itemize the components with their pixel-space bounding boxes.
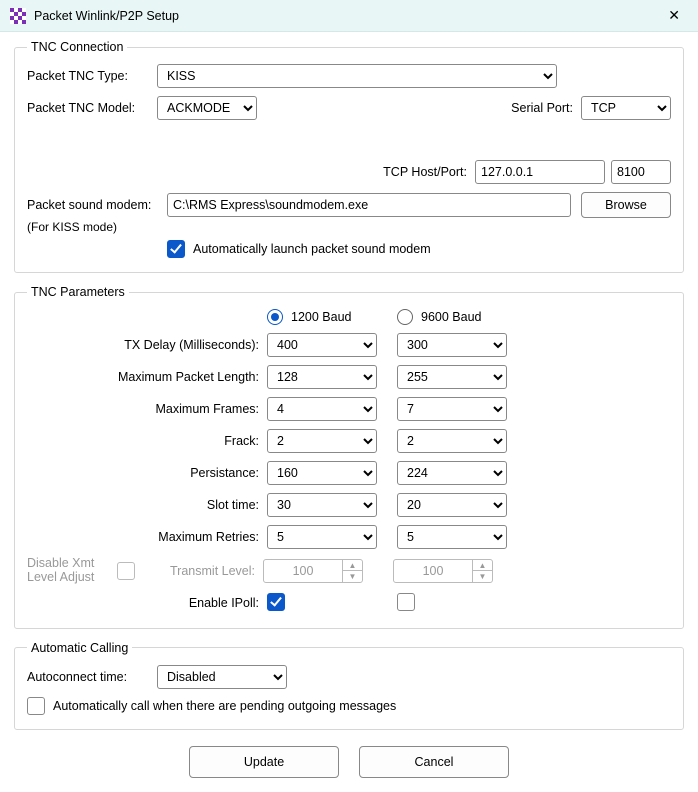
sound-modem-label: Packet sound modem:: [27, 198, 167, 212]
persistance-label: Persistance:: [27, 466, 267, 480]
param-grid: TX Delay (Milliseconds): 400 300 Maximum…: [27, 333, 671, 549]
sound-modem-path-input[interactable]: [167, 193, 571, 217]
auto-launch-checkbox[interactable]: [167, 240, 185, 258]
tx-delay-1200[interactable]: 400: [267, 333, 377, 357]
transmit-level-9600[interactable]: ▲▼: [393, 559, 493, 583]
baud-1200-label: 1200 Baud: [291, 310, 351, 324]
app-icon: [10, 8, 26, 24]
tx-delay-9600[interactable]: 300: [397, 333, 507, 357]
transmit-level-label: Transmit Level:: [135, 564, 263, 578]
frack-label: Frack:: [27, 434, 267, 448]
frack-1200[interactable]: 2: [267, 429, 377, 453]
slot-time-1200[interactable]: 30: [267, 493, 377, 517]
disable-xmt-checkbox[interactable]: [117, 562, 135, 580]
autoconnect-time-label: Autoconnect time:: [27, 670, 157, 684]
max-packet-1200[interactable]: 128: [267, 365, 377, 389]
spin-down-icon[interactable]: ▼: [343, 571, 362, 582]
autoconnect-time-select[interactable]: Disabled: [157, 665, 287, 689]
baud-9600-radio[interactable]: [397, 309, 413, 325]
max-frames-9600[interactable]: 7: [397, 397, 507, 421]
enable-ipoll-label: Enable IPoll:: [27, 596, 267, 610]
baud-9600-label: 9600 Baud: [421, 310, 481, 324]
persistance-9600[interactable]: 224: [397, 461, 507, 485]
automatic-calling-legend: Automatic Calling: [27, 641, 132, 655]
slot-time-9600[interactable]: 20: [397, 493, 507, 517]
update-button[interactable]: Update: [189, 746, 339, 778]
sound-modem-note: (For KISS mode): [27, 220, 167, 234]
max-retries-9600[interactable]: 5: [397, 525, 507, 549]
browse-button[interactable]: Browse: [581, 192, 671, 218]
auto-launch-label: Automatically launch packet sound modem: [193, 242, 431, 256]
max-packet-9600[interactable]: 255: [397, 365, 507, 389]
titlebar: Packet Winlink/P2P Setup ✕: [0, 0, 698, 32]
enable-ipoll-9600-checkbox[interactable]: [397, 593, 415, 611]
automatic-calling-group: Automatic Calling Autoconnect time: Disa…: [14, 641, 684, 730]
spin-down-icon[interactable]: ▼: [473, 571, 492, 582]
baud-1200-radio[interactable]: [267, 309, 283, 325]
max-frames-label: Maximum Frames:: [27, 402, 267, 416]
disable-xmt-label-1: Disable Xmt: [27, 557, 117, 571]
serial-port-label: Serial Port:: [511, 101, 573, 115]
persistance-1200[interactable]: 160: [267, 461, 377, 485]
tnc-model-select[interactable]: ACKMODE: [157, 96, 257, 120]
window-title: Packet Winlink/P2P Setup: [34, 9, 660, 23]
max-packet-label: Maximum Packet Length:: [27, 370, 267, 384]
enable-ipoll-1200-checkbox[interactable]: [267, 593, 285, 611]
disable-xmt-label-2: Level Adjust: [27, 571, 117, 585]
spin-up-icon[interactable]: ▲: [473, 560, 492, 572]
tnc-connection-legend: TNC Connection: [27, 40, 127, 54]
tnc-parameters-legend: TNC Parameters: [27, 285, 129, 299]
serial-port-select[interactable]: TCP: [581, 96, 671, 120]
tnc-model-label: Packet TNC Model:: [27, 101, 157, 115]
cancel-button[interactable]: Cancel: [359, 746, 509, 778]
spin-up-icon[interactable]: ▲: [343, 560, 362, 572]
max-frames-1200[interactable]: 4: [267, 397, 377, 421]
tcp-host-input[interactable]: [475, 160, 605, 184]
pending-call-checkbox[interactable]: [27, 697, 45, 715]
tnc-type-label: Packet TNC Type:: [27, 69, 157, 83]
pending-call-label: Automatically call when there are pendin…: [53, 699, 396, 713]
window-body: TNC Connection Packet TNC Type: KISS Pac…: [0, 32, 698, 792]
tx-delay-label: TX Delay (Milliseconds):: [27, 338, 267, 352]
max-retries-label: Maximum Retries:: [27, 530, 267, 544]
close-icon[interactable]: ✕: [660, 3, 688, 28]
tcp-port-input[interactable]: [611, 160, 671, 184]
max-retries-1200[interactable]: 5: [267, 525, 377, 549]
tnc-parameters-group: TNC Parameters 1200 Baud 9600 Baud TX De…: [14, 285, 684, 629]
tnc-type-select[interactable]: KISS: [157, 64, 557, 88]
slot-time-label: Slot time:: [27, 498, 267, 512]
tnc-connection-group: TNC Connection Packet TNC Type: KISS Pac…: [14, 40, 684, 273]
dialog-buttons: Update Cancel: [14, 746, 684, 778]
tcp-host-port-label: TCP Host/Port:: [383, 165, 467, 179]
transmit-level-1200[interactable]: ▲▼: [263, 559, 363, 583]
frack-9600[interactable]: 2: [397, 429, 507, 453]
